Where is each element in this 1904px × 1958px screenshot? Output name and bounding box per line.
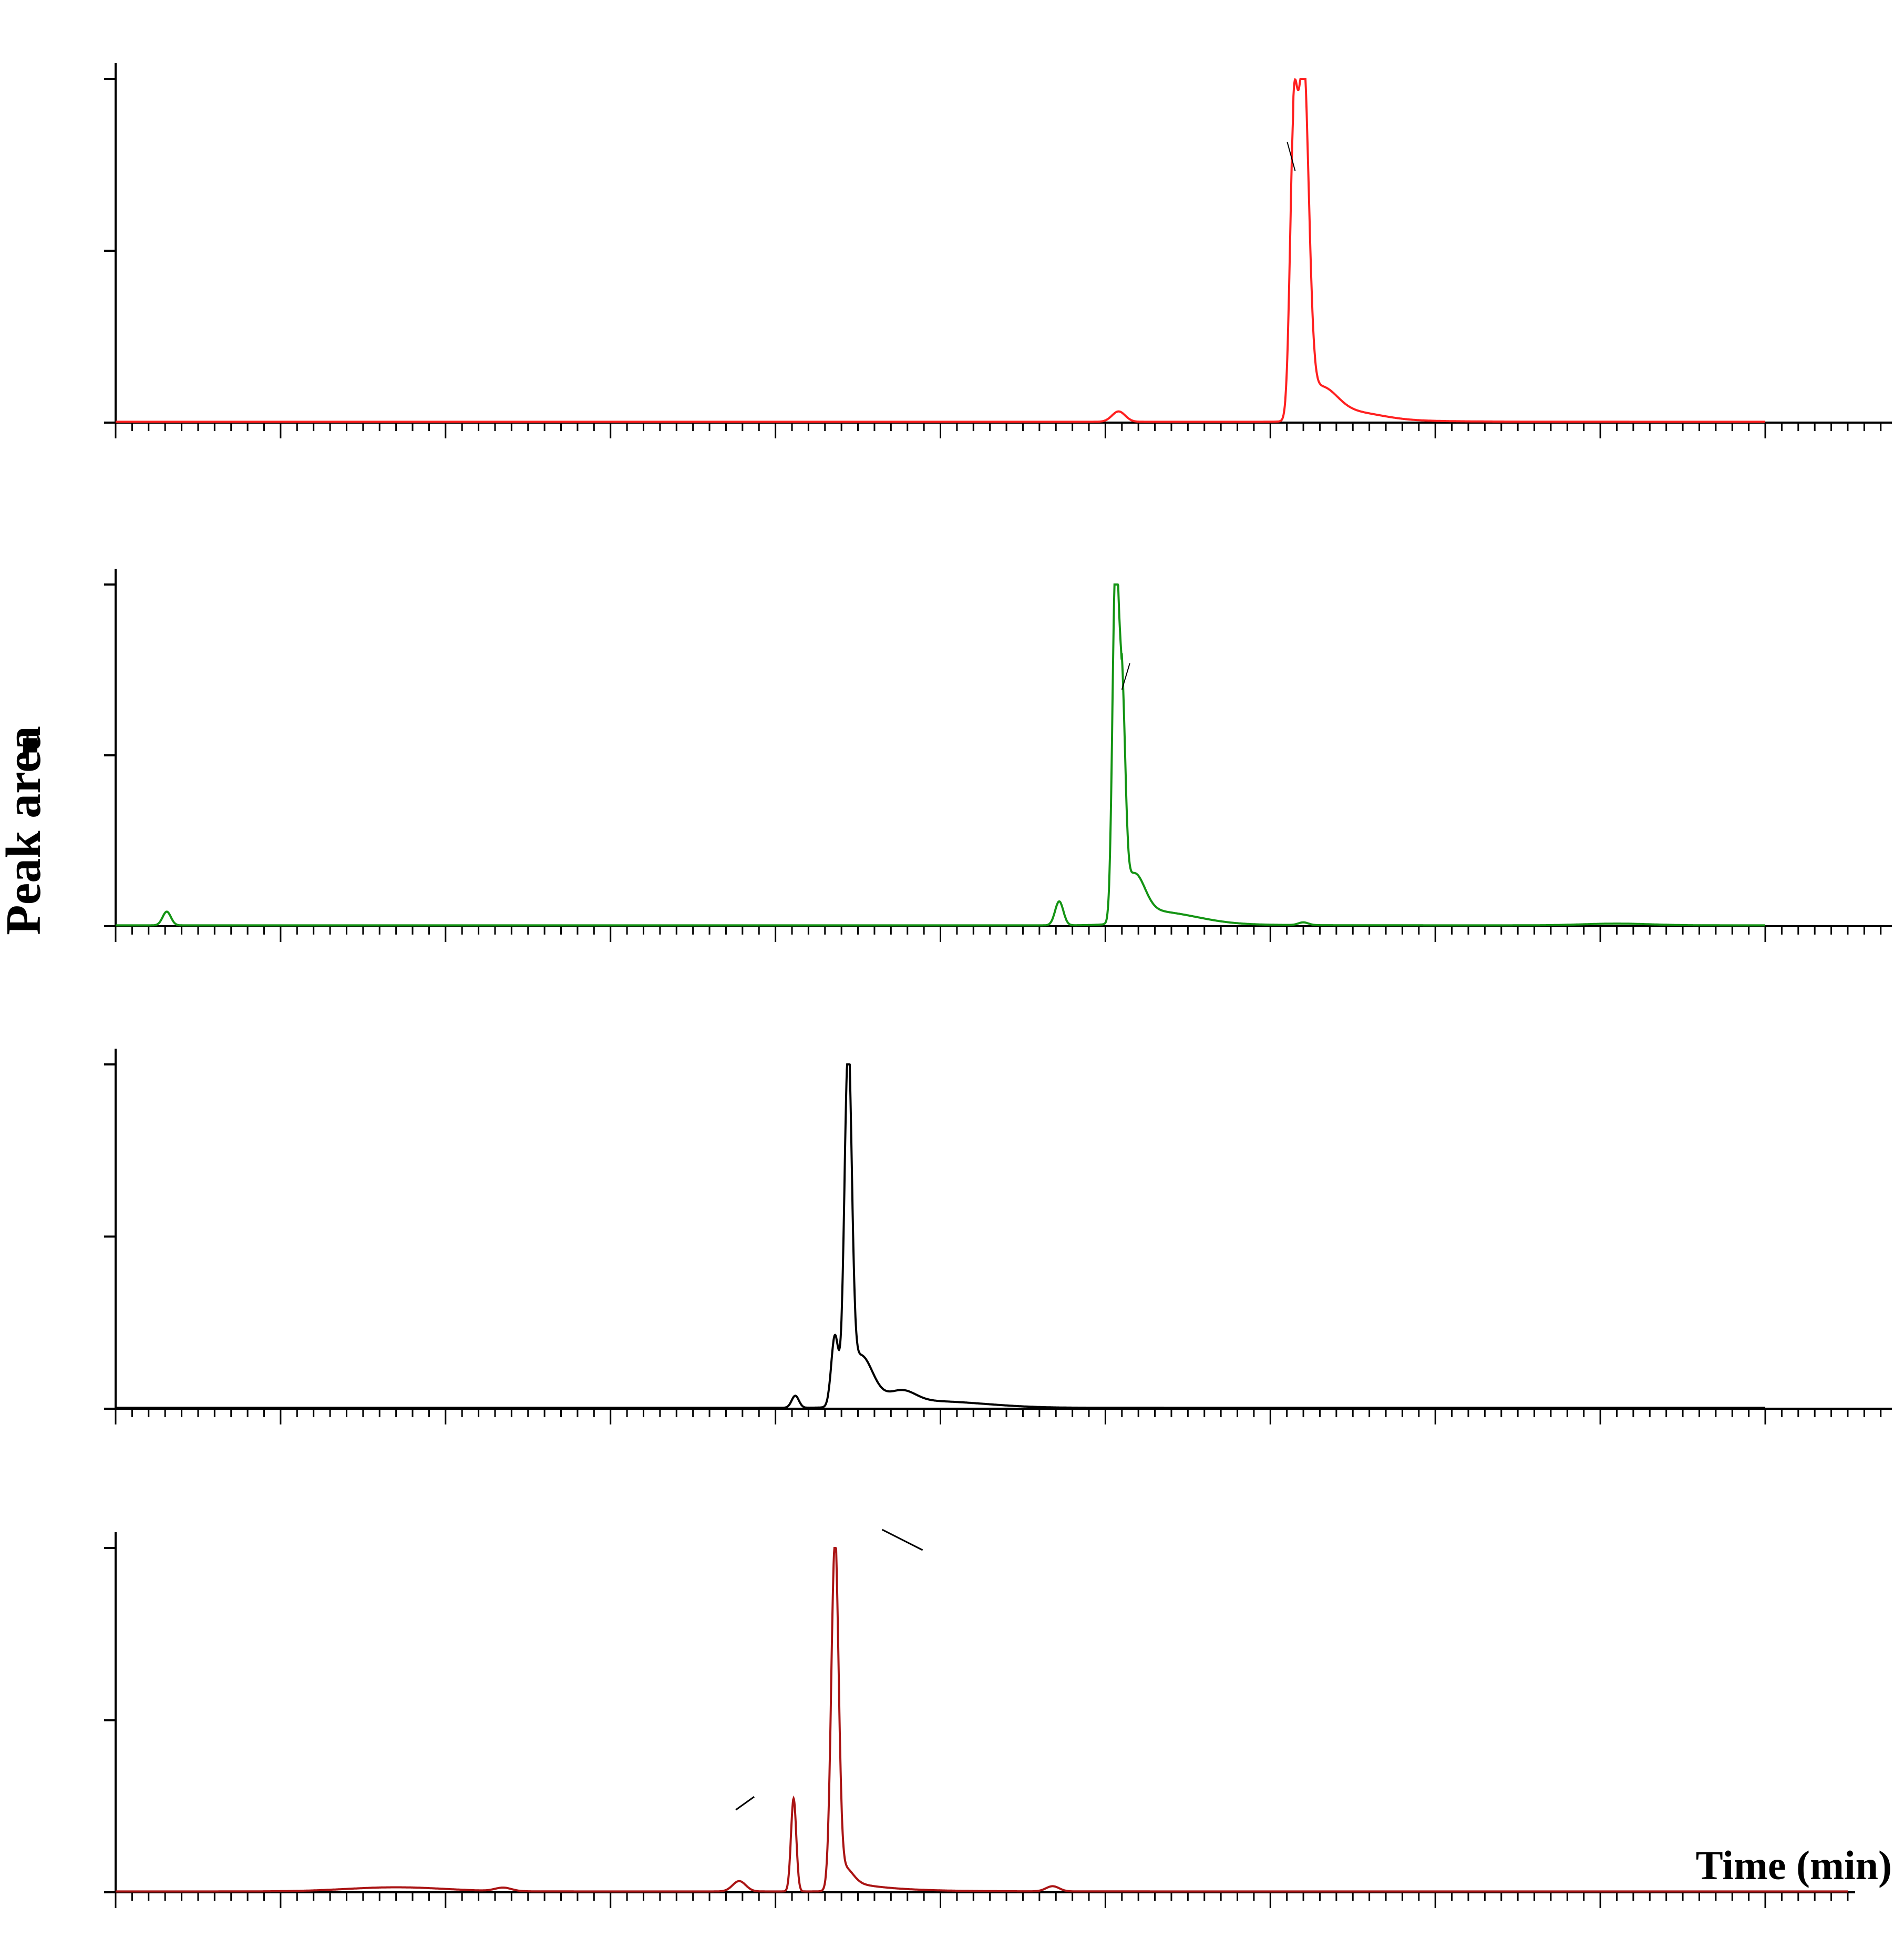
panel-0 (104, 63, 1892, 438)
chart-panels (104, 63, 1892, 1908)
peak-leader-line (1287, 141, 1296, 171)
trace-line (116, 583, 1765, 927)
trace-line (116, 1063, 1765, 1409)
peak-leader-line (1121, 663, 1130, 690)
y-axis-title-marker: ■ (12, 736, 45, 754)
panel-1 (104, 569, 1892, 942)
panel-3 (104, 1529, 1855, 1908)
panel-2 (104, 1049, 1892, 1424)
trace-line (116, 1547, 1848, 1893)
annotation-arrow (735, 1796, 755, 1811)
y-axis-title: Peak area (0, 726, 51, 935)
x-axis-title: Time (min) (1696, 1842, 1892, 1888)
annotation-arrow (881, 1529, 923, 1551)
y-axis-title-group: Peak area ■ (0, 726, 51, 935)
trace-line (116, 78, 1765, 423)
